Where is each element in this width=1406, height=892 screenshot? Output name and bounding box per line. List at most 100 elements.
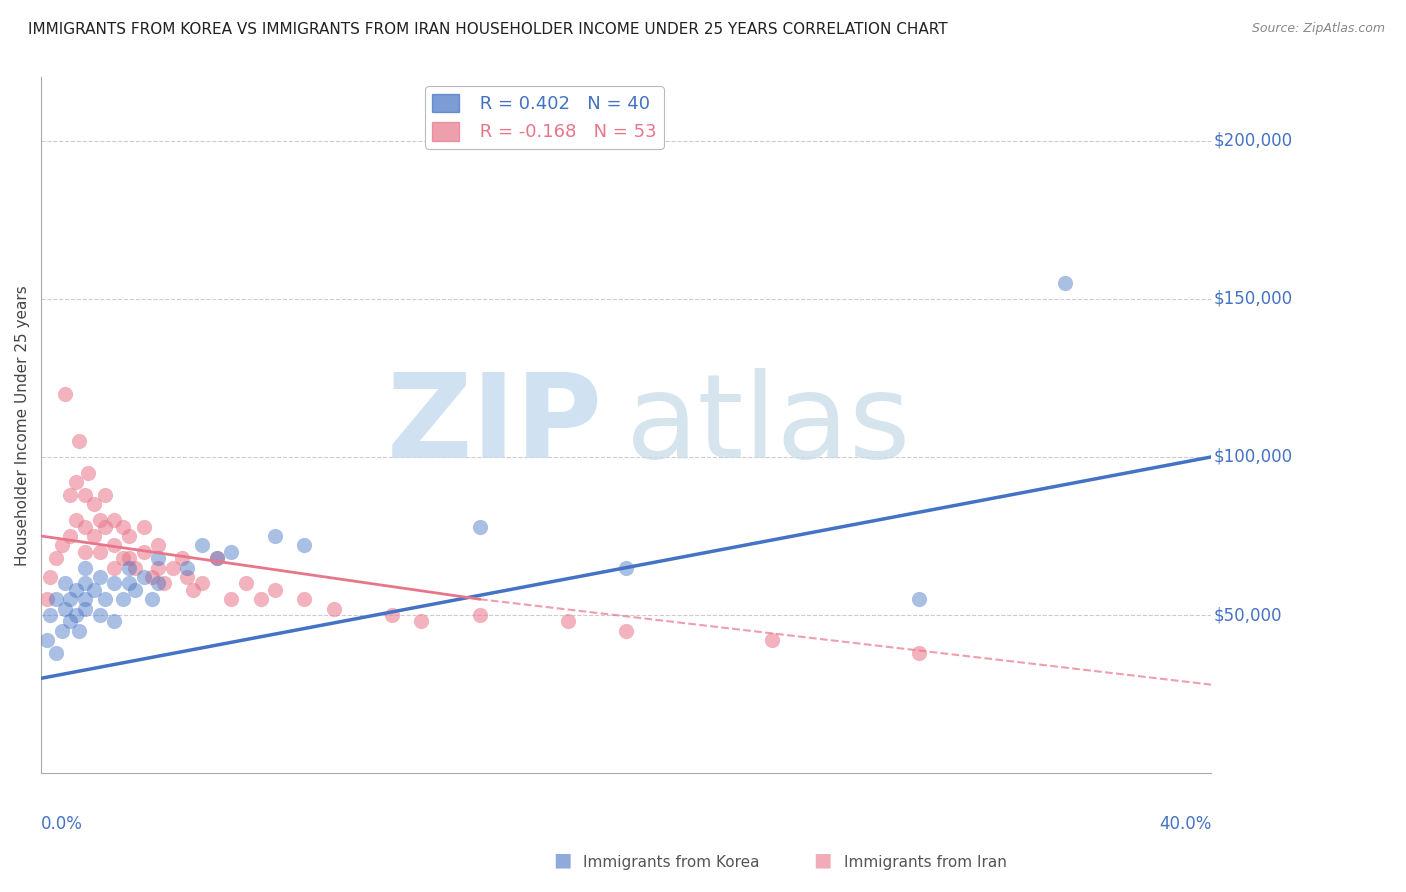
- Point: [89, 545, 111, 559]
- Point: [65, 475, 87, 490]
- Point: [103, 615, 125, 629]
- Text: Immigrants from Iran: Immigrants from Iran: [844, 855, 1007, 870]
- Point: [59, 615, 82, 629]
- Point: [614, 560, 637, 574]
- Point: [411, 615, 433, 629]
- Point: [146, 560, 169, 574]
- Point: [219, 592, 242, 607]
- Text: $200,000: $200,000: [1213, 132, 1292, 150]
- Point: [292, 539, 315, 553]
- Point: [73, 545, 96, 559]
- Point: [51, 624, 73, 638]
- Point: [249, 592, 271, 607]
- Text: ZIP: ZIP: [387, 368, 603, 483]
- Point: [103, 513, 125, 527]
- Text: $100,000: $100,000: [1213, 448, 1292, 466]
- Point: [292, 592, 315, 607]
- Point: [89, 570, 111, 584]
- Point: [73, 488, 96, 502]
- Point: [53, 601, 76, 615]
- Point: [146, 539, 169, 553]
- Point: [53, 386, 76, 401]
- Point: [1053, 276, 1076, 290]
- Point: [65, 513, 87, 527]
- Point: [132, 519, 155, 533]
- Y-axis label: Householder Income Under 25 years: Householder Income Under 25 years: [15, 285, 30, 566]
- Point: [614, 624, 637, 638]
- Text: IMMIGRANTS FROM KOREA VS IMMIGRANTS FROM IRAN HOUSEHOLDER INCOME UNDER 25 YEARS : IMMIGRANTS FROM KOREA VS IMMIGRANTS FROM…: [28, 22, 948, 37]
- Point: [170, 551, 193, 566]
- Point: [103, 576, 125, 591]
- Text: ■: ■: [813, 851, 832, 870]
- Point: [907, 592, 929, 607]
- Text: atlas: atlas: [626, 368, 911, 483]
- Point: [53, 576, 76, 591]
- Point: [264, 582, 287, 597]
- Point: [124, 582, 146, 597]
- Point: [118, 551, 141, 566]
- Point: [73, 576, 96, 591]
- Point: [381, 608, 404, 623]
- Point: [111, 592, 134, 607]
- Point: [191, 576, 214, 591]
- Point: [124, 560, 146, 574]
- Point: [468, 519, 491, 533]
- Point: [45, 646, 67, 660]
- Point: [73, 519, 96, 533]
- Text: ■: ■: [553, 851, 572, 870]
- Text: $150,000: $150,000: [1213, 290, 1292, 308]
- Point: [65, 582, 87, 597]
- Point: [83, 582, 105, 597]
- Point: [67, 434, 90, 449]
- Point: [77, 466, 100, 480]
- Point: [146, 551, 169, 566]
- Point: [468, 608, 491, 623]
- Point: [118, 560, 141, 574]
- Point: [176, 570, 198, 584]
- Point: [103, 560, 125, 574]
- Point: [118, 576, 141, 591]
- Point: [153, 576, 176, 591]
- Text: 40.0%: 40.0%: [1159, 815, 1212, 833]
- Point: [181, 582, 204, 597]
- Text: 0.0%: 0.0%: [41, 815, 83, 833]
- Point: [67, 624, 90, 638]
- Point: [103, 539, 125, 553]
- Text: Immigrants from Korea: Immigrants from Korea: [583, 855, 761, 870]
- Text: Source: ZipAtlas.com: Source: ZipAtlas.com: [1251, 22, 1385, 36]
- Point: [111, 519, 134, 533]
- Point: [38, 608, 60, 623]
- Point: [132, 570, 155, 584]
- Point: [94, 592, 117, 607]
- Point: [73, 601, 96, 615]
- Point: [111, 551, 134, 566]
- Point: [35, 633, 58, 648]
- Point: [264, 529, 287, 543]
- Point: [761, 633, 783, 648]
- Point: [73, 560, 96, 574]
- Point: [45, 551, 67, 566]
- Point: [38, 570, 60, 584]
- Point: [35, 592, 58, 607]
- Point: [118, 529, 141, 543]
- Point: [132, 545, 155, 559]
- Point: [162, 560, 184, 574]
- Point: [146, 576, 169, 591]
- Point: [89, 608, 111, 623]
- Point: [73, 592, 96, 607]
- Point: [59, 529, 82, 543]
- Point: [65, 608, 87, 623]
- Point: [45, 592, 67, 607]
- Point: [89, 513, 111, 527]
- Point: [557, 615, 579, 629]
- Point: [322, 601, 344, 615]
- Point: [141, 592, 163, 607]
- Point: [94, 519, 117, 533]
- Point: [907, 646, 929, 660]
- Point: [235, 576, 257, 591]
- Point: [83, 497, 105, 511]
- Point: [176, 560, 198, 574]
- Point: [83, 529, 105, 543]
- Point: [219, 545, 242, 559]
- Point: [191, 539, 214, 553]
